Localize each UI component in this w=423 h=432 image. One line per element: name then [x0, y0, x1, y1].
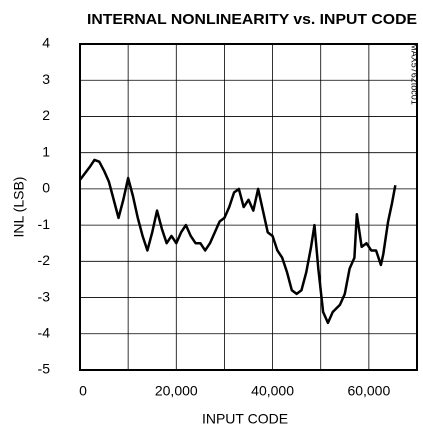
- y-tick-label: 3: [42, 71, 50, 87]
- data-line: [79, 158, 397, 325]
- x-tick-label: 40,000: [251, 383, 294, 399]
- x-tick-label: 0: [79, 383, 87, 399]
- x-tick-label: 20,000: [155, 383, 198, 399]
- y-tick-label: -5: [38, 361, 51, 377]
- x-axis-label: INPUT CODE: [202, 411, 288, 427]
- y-axis-label: INL (LSB): [11, 177, 27, 238]
- chart-title: INTERNAL NONLINEARITY vs. INPUT CODE: [87, 11, 417, 28]
- plot-frame: [79, 43, 418, 371]
- y-tick-label: 4: [42, 35, 50, 51]
- y-tick-label: 0: [42, 180, 50, 196]
- annotation: MAX5762toc01: [410, 43, 420, 105]
- y-tick-label: -3: [38, 288, 51, 304]
- y-tick-label: -2: [38, 252, 51, 268]
- y-tick-label: 1: [42, 143, 50, 159]
- y-tick-label: 2: [42, 107, 50, 123]
- y-tick-label: -4: [38, 324, 51, 340]
- y-tick-label: -1: [38, 216, 51, 232]
- x-tick-label: 60,000: [347, 383, 390, 399]
